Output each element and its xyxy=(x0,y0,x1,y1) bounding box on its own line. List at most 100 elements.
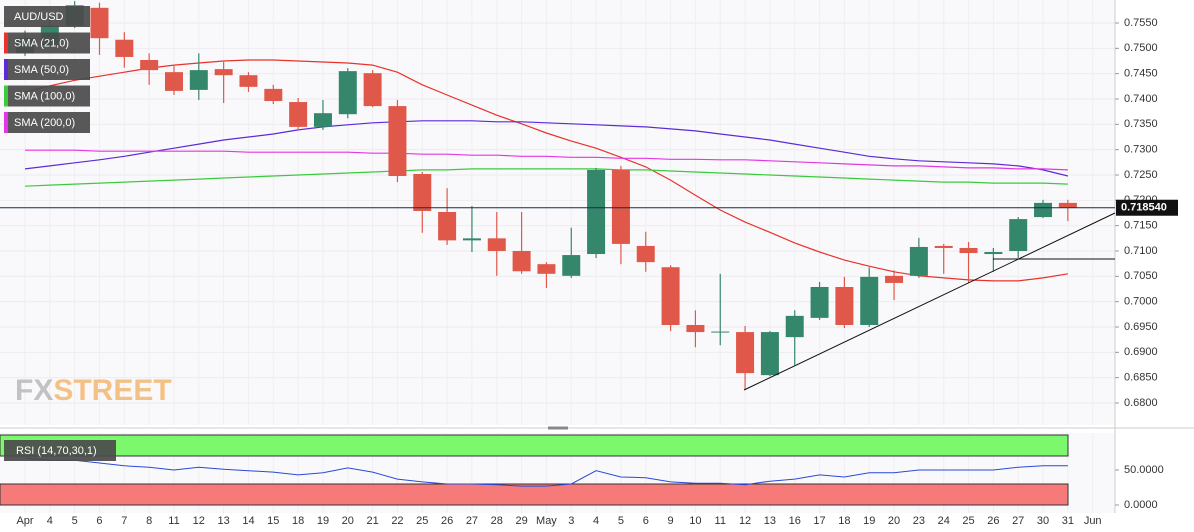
legend-box xyxy=(4,59,90,80)
x-tick-label: 6 xyxy=(643,515,649,527)
watermark: FXSTREET xyxy=(15,374,172,407)
x-tick-label: 20 xyxy=(342,515,354,527)
candle-body xyxy=(164,72,183,91)
candle-body xyxy=(462,238,481,241)
y-tick-label: 0.7000 xyxy=(1124,296,1158,308)
candle-body xyxy=(363,73,382,107)
candle-body xyxy=(487,238,506,252)
x-tick-label: 19 xyxy=(863,515,875,527)
y-tick-label: 0.7500 xyxy=(1124,42,1158,54)
legend-label: SMA (100,0) xyxy=(14,90,75,102)
y-tick-label: 0.7150 xyxy=(1124,220,1158,232)
sma-line xyxy=(24,168,1068,187)
legend-box xyxy=(4,85,90,107)
y-tick-label: 0.7550 xyxy=(1124,17,1158,29)
y-tick-label: 0.6800 xyxy=(1124,397,1158,409)
y-tick-label: 0.7100 xyxy=(1124,245,1158,257)
legend-swatch xyxy=(4,112,8,133)
x-tick-label: 6 xyxy=(96,515,102,527)
candle-body xyxy=(984,252,1003,255)
x-tick-label: 24 xyxy=(938,515,950,527)
y-tick-label: 0.7050 xyxy=(1124,270,1158,282)
x-tick-label: 27 xyxy=(1012,515,1024,527)
candle-body xyxy=(189,70,208,90)
candle-body xyxy=(313,113,332,127)
candle-body xyxy=(959,247,978,254)
x-tick-label: 10 xyxy=(689,515,701,527)
x-tick-label: 7 xyxy=(121,515,127,527)
candle-body xyxy=(835,286,854,325)
x-tick-label: 20 xyxy=(888,515,900,527)
x-tick-label: 8 xyxy=(146,515,152,527)
x-tick-label: 26 xyxy=(987,515,999,527)
y-tick-label: 0.7300 xyxy=(1124,144,1158,156)
x-tick-label: 5 xyxy=(72,515,78,527)
x-tick-label: 27 xyxy=(466,515,478,527)
candle-body xyxy=(413,173,432,211)
x-tick-label: 11 xyxy=(168,515,179,527)
x-tick-label: 23 xyxy=(913,515,925,527)
x-tick-label: 3 xyxy=(568,515,574,527)
x-tick-label: 19 xyxy=(317,515,329,527)
legend-box xyxy=(4,112,90,133)
x-tick-label: 25 xyxy=(962,515,974,527)
candle-body xyxy=(934,245,953,248)
rsi-y-tick-label: 0.0000 xyxy=(1124,499,1158,511)
overbought-band xyxy=(0,434,1069,457)
candle-body xyxy=(686,324,705,333)
candle-body xyxy=(562,255,581,276)
x-tick-label: 5 xyxy=(618,515,624,527)
y-tick-label: 0.6900 xyxy=(1124,346,1158,358)
x-tick-label: 17 xyxy=(813,515,825,527)
candle-body xyxy=(661,267,680,325)
candle-body xyxy=(239,75,258,87)
x-tick-label: 28 xyxy=(491,515,503,527)
candle-body xyxy=(885,275,904,283)
sma-line xyxy=(24,120,1069,177)
x-tick-label: 16 xyxy=(789,515,801,527)
x-tick-label: 21 xyxy=(366,515,378,527)
candle-body xyxy=(537,264,556,274)
x-tick-label: 11 xyxy=(715,515,726,527)
candle-body xyxy=(860,276,879,325)
candle-body xyxy=(1058,202,1077,208)
rsi-line xyxy=(24,457,1068,487)
x-tick-label: May xyxy=(536,515,557,527)
candle-body xyxy=(711,331,730,333)
y-tick-label: 0.7350 xyxy=(1124,118,1158,130)
x-tick-label: 13 xyxy=(218,515,230,527)
x-tick-label: Apr xyxy=(16,515,33,527)
candle-body xyxy=(760,332,779,376)
candle-body xyxy=(611,169,630,244)
y-tick-label: 0.7250 xyxy=(1124,169,1158,181)
candle-body xyxy=(115,39,134,57)
legend-swatch xyxy=(4,59,8,80)
legend-swatch xyxy=(4,32,8,54)
legend-label: AUD/USD xyxy=(14,11,64,23)
candle-body xyxy=(438,211,457,241)
legend-label: SMA (21,0) xyxy=(14,37,69,49)
candle-body xyxy=(736,332,755,374)
x-tick-label: 4 xyxy=(593,515,599,527)
watermark-right: STREET xyxy=(53,374,171,407)
candle-body xyxy=(587,169,606,255)
candle-body xyxy=(264,88,283,102)
candle-body xyxy=(289,102,308,127)
x-tick-label: 14 xyxy=(242,515,254,527)
candle-body xyxy=(338,71,357,115)
x-tick-label: 15 xyxy=(267,515,279,527)
x-tick-label: 31 xyxy=(1062,515,1074,527)
x-tick-label: 18 xyxy=(292,515,304,527)
x-tick-label: 12 xyxy=(193,515,205,527)
legend-label: SMA (50,0) xyxy=(14,64,69,76)
candle-body xyxy=(909,246,928,276)
candle-body xyxy=(214,69,233,76)
x-tick-label: 22 xyxy=(391,515,403,527)
last-price-box xyxy=(1116,199,1178,216)
candle-body xyxy=(90,7,109,39)
rsi-legend-label: RSI (14,70,30,1) xyxy=(16,445,97,457)
price-plot-bg xyxy=(0,0,1115,425)
x-tick-label: 29 xyxy=(515,515,527,527)
legend-box xyxy=(4,32,90,54)
x-tick-label: 9 xyxy=(668,515,674,527)
